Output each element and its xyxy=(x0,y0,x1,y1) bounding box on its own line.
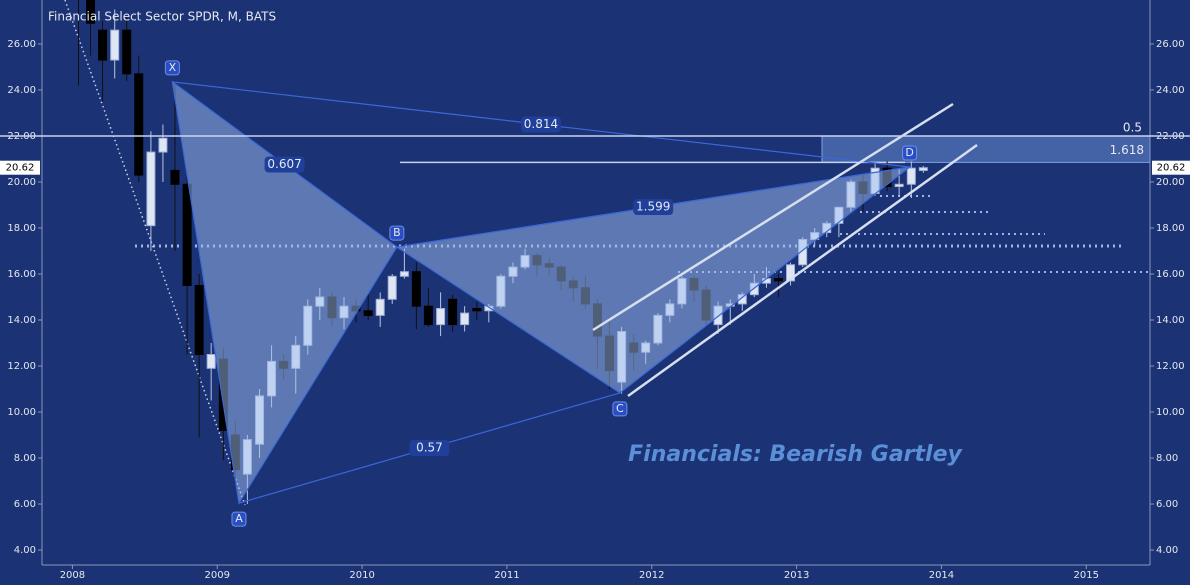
candle-body xyxy=(894,183,904,188)
y-tick-label: 14.00 xyxy=(1156,315,1185,326)
y-tick-label: 4.00 xyxy=(14,545,36,556)
y-tick-label: 4.00 xyxy=(1156,545,1178,556)
candle-body xyxy=(158,137,168,153)
dotted-trend xyxy=(64,0,246,506)
ratio-label: 0.57 xyxy=(409,440,450,457)
candle-body xyxy=(460,312,470,326)
price-tag xyxy=(1152,160,1190,175)
candle-body xyxy=(170,169,180,185)
x-tick-label: 2008 xyxy=(60,570,85,581)
y-tick-label: 12.00 xyxy=(1156,361,1185,372)
point-box xyxy=(902,145,918,161)
ratio-text: 1.599 xyxy=(636,200,670,214)
chart-title: Financial Select Sector SPDR, M, BATS xyxy=(48,10,276,24)
candle-body xyxy=(411,271,421,307)
x-tick-label: 2012 xyxy=(639,570,664,581)
candle-body xyxy=(134,73,144,176)
y-tick-label: 24.00 xyxy=(1156,85,1185,96)
y-tick-label: 18.00 xyxy=(7,223,36,234)
ratio-text: 0.607 xyxy=(267,157,301,171)
y-tick-label: 24.00 xyxy=(7,85,36,96)
fib-zone xyxy=(821,135,1150,163)
x-tick-label: 2013 xyxy=(784,570,809,581)
candle-body xyxy=(146,151,156,227)
fib-label: 1.618 xyxy=(1110,143,1144,157)
point-box xyxy=(164,60,180,76)
candle-body xyxy=(918,167,928,171)
ratio-text: 0.814 xyxy=(524,117,558,131)
y-tick-label: 8.00 xyxy=(14,453,36,464)
ratio-box xyxy=(633,199,674,216)
point-label: D xyxy=(905,146,913,159)
y-tick-label: 6.00 xyxy=(1156,499,1178,510)
price-tag-label: 20.62 xyxy=(1157,163,1186,174)
candle-body xyxy=(472,307,482,312)
candle-body xyxy=(773,278,783,282)
candle-body xyxy=(363,310,373,316)
candle-body xyxy=(423,305,433,326)
candle-body xyxy=(182,183,192,286)
candle-body xyxy=(399,271,409,277)
candle-body xyxy=(906,167,916,185)
price-tag xyxy=(0,160,40,175)
x-tick-label: 2010 xyxy=(349,570,374,581)
point-label: C xyxy=(616,402,624,415)
y-tick-label: 26.00 xyxy=(1156,39,1185,50)
point-label: A xyxy=(235,512,243,525)
ratio-text: 0.57 xyxy=(416,441,443,455)
y-tick-label: 26.00 xyxy=(7,39,36,50)
y-tick-label: 18.00 xyxy=(1156,223,1185,234)
y-tick-label: 16.00 xyxy=(1156,269,1185,280)
channel-line xyxy=(627,143,978,398)
y-tick-label: 6.00 xyxy=(14,499,36,510)
candle-body xyxy=(98,29,108,61)
candle-body xyxy=(110,29,120,61)
point-box xyxy=(612,401,628,417)
channel-line xyxy=(592,102,954,332)
ratio-box xyxy=(409,440,450,457)
ratio-label: 0.814 xyxy=(520,116,561,133)
y-tick-label: 16.00 xyxy=(7,269,36,280)
point-box xyxy=(389,225,405,241)
candle-body xyxy=(194,284,204,356)
candle-body xyxy=(387,275,397,300)
ratio-box xyxy=(520,116,561,133)
ratio-label: 0.607 xyxy=(264,156,305,173)
candle-body xyxy=(436,307,446,326)
y-tick-label: 14.00 xyxy=(7,315,36,326)
x-tick-label: 2014 xyxy=(929,570,954,581)
y-tick-label: 20.00 xyxy=(1156,177,1185,188)
y-tick-label: 8.00 xyxy=(1156,453,1178,464)
candle-body xyxy=(206,354,216,369)
price-tag-label: 20.62 xyxy=(6,163,35,174)
x-tick-label: 2015 xyxy=(1074,570,1099,581)
y-tick-label: 10.00 xyxy=(1156,407,1185,418)
y-tick-label: 10.00 xyxy=(7,407,36,418)
y-tick-label: 12.00 xyxy=(7,361,36,372)
point-label: X xyxy=(169,61,177,74)
point-box xyxy=(231,511,247,527)
candle-body xyxy=(375,298,385,316)
candle-body xyxy=(86,0,96,24)
x-tick-label: 2011 xyxy=(494,570,519,581)
point-label: B xyxy=(393,226,401,239)
ratio-label: 1.599 xyxy=(633,199,674,216)
ratio-box xyxy=(264,156,305,173)
candle-body xyxy=(448,298,458,326)
candle-body xyxy=(786,264,796,282)
x-tick-label: 2009 xyxy=(205,570,230,581)
plot-area xyxy=(64,0,1150,506)
y-tick-label: 20.00 xyxy=(7,177,36,188)
candle-body xyxy=(122,29,132,75)
annotation: Financials: Bearish Gartley xyxy=(628,442,963,467)
fib-label: 0.5 xyxy=(1123,120,1142,134)
